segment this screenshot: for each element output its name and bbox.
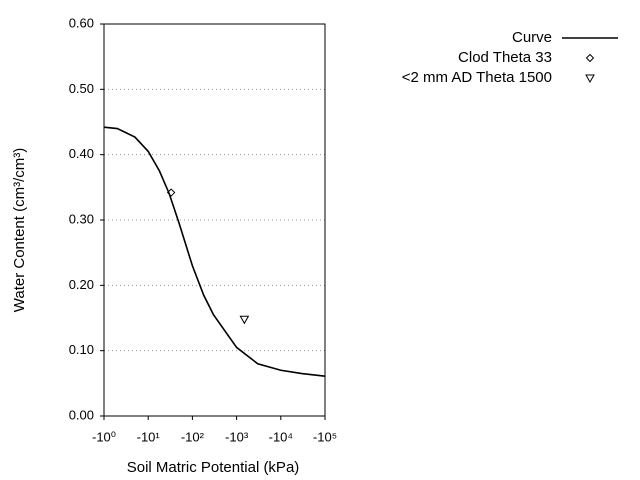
legend-label: Curve: [512, 29, 552, 46]
y-tick-label: 0.30: [69, 211, 94, 226]
x-tick-label: -10⁰: [92, 429, 116, 444]
x-tick-label: -10²: [181, 429, 205, 444]
marker: [239, 315, 250, 325]
y-tick-label: 0.60: [69, 15, 94, 30]
marker: [166, 188, 176, 197]
x-tick-label: -10⁴: [269, 429, 293, 444]
curve: [103, 126, 326, 377]
plot-frame: [103, 23, 326, 417]
y-tick-label: 0.50: [69, 81, 94, 96]
y-tick-label: 0.00: [69, 407, 94, 422]
x-axis-label: Soil Matric Potential (kPa): [127, 459, 300, 476]
legend-marker: [585, 53, 595, 63]
legend-marker: [585, 74, 595, 84]
x-tick-label: -10⁵: [313, 429, 337, 444]
y-tick-label: 0.10: [69, 342, 94, 357]
y-axis-label: Water Content (cm³/cm³): [11, 148, 28, 312]
y-tick-label: 0.20: [69, 277, 94, 292]
x-tick-label: -10³: [225, 429, 249, 444]
y-tick-label: 0.40: [69, 146, 94, 161]
x-tick-label: -10¹: [137, 429, 161, 444]
legend-label: <2 mm AD Theta 1500: [402, 69, 552, 86]
legend-label: Clod Theta 33: [458, 49, 552, 66]
